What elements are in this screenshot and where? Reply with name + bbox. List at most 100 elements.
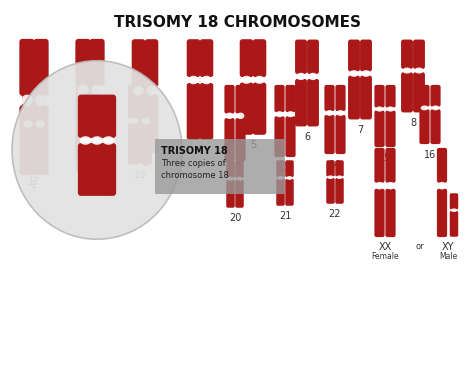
Ellipse shape	[327, 176, 334, 179]
Ellipse shape	[35, 94, 47, 106]
Text: 17: 17	[28, 177, 40, 187]
Ellipse shape	[91, 84, 103, 95]
FancyBboxPatch shape	[419, 109, 429, 144]
Ellipse shape	[375, 106, 383, 112]
FancyBboxPatch shape	[374, 189, 384, 237]
Ellipse shape	[402, 67, 411, 74]
Text: Male: Male	[439, 252, 457, 261]
FancyBboxPatch shape	[90, 39, 105, 86]
Ellipse shape	[91, 136, 103, 145]
Ellipse shape	[129, 118, 138, 124]
Text: 12: 12	[229, 167, 241, 177]
Text: 15: 15	[379, 153, 391, 163]
FancyBboxPatch shape	[430, 85, 441, 107]
Text: 21: 21	[279, 211, 291, 221]
Text: 13: 13	[279, 163, 291, 173]
Ellipse shape	[133, 86, 144, 96]
Text: 7: 7	[357, 125, 363, 135]
FancyBboxPatch shape	[385, 189, 396, 237]
FancyBboxPatch shape	[285, 116, 296, 157]
Text: XY: XY	[442, 242, 454, 252]
Text: 20: 20	[229, 213, 241, 223]
FancyBboxPatch shape	[88, 84, 100, 121]
Ellipse shape	[227, 177, 234, 181]
FancyBboxPatch shape	[335, 178, 344, 204]
Ellipse shape	[349, 70, 358, 77]
FancyBboxPatch shape	[274, 116, 284, 157]
FancyBboxPatch shape	[140, 84, 152, 119]
Text: 4: 4	[197, 145, 203, 155]
FancyBboxPatch shape	[76, 84, 88, 121]
Ellipse shape	[77, 120, 87, 128]
FancyBboxPatch shape	[22, 126, 34, 171]
FancyBboxPatch shape	[128, 123, 140, 164]
Ellipse shape	[226, 113, 233, 119]
FancyBboxPatch shape	[430, 109, 441, 144]
FancyBboxPatch shape	[295, 39, 307, 74]
Text: 14: 14	[329, 160, 341, 170]
Ellipse shape	[309, 73, 318, 80]
Ellipse shape	[287, 111, 294, 117]
FancyBboxPatch shape	[360, 39, 372, 71]
Ellipse shape	[237, 113, 245, 119]
Text: TRISOMY 18 CHROMOSOMES: TRISOMY 18 CHROMOSOMES	[113, 15, 361, 30]
FancyBboxPatch shape	[78, 143, 93, 196]
FancyBboxPatch shape	[450, 211, 458, 237]
Ellipse shape	[275, 111, 283, 117]
FancyBboxPatch shape	[34, 84, 46, 121]
Text: 1: 1	[31, 180, 37, 190]
FancyBboxPatch shape	[335, 160, 344, 177]
Ellipse shape	[201, 76, 212, 84]
Text: 3: 3	[142, 158, 148, 168]
FancyBboxPatch shape	[240, 83, 253, 135]
FancyBboxPatch shape	[224, 118, 235, 161]
FancyBboxPatch shape	[285, 160, 294, 177]
Ellipse shape	[36, 120, 45, 128]
FancyBboxPatch shape	[336, 85, 346, 111]
Ellipse shape	[23, 120, 33, 128]
Text: Female: Female	[371, 252, 399, 261]
Ellipse shape	[77, 84, 89, 95]
Ellipse shape	[141, 118, 151, 124]
FancyBboxPatch shape	[88, 126, 100, 171]
FancyBboxPatch shape	[33, 105, 49, 175]
Ellipse shape	[326, 110, 333, 116]
FancyBboxPatch shape	[437, 189, 447, 237]
Ellipse shape	[432, 105, 439, 110]
FancyBboxPatch shape	[235, 180, 244, 208]
FancyBboxPatch shape	[224, 85, 235, 113]
FancyBboxPatch shape	[374, 110, 384, 147]
Ellipse shape	[188, 76, 199, 84]
FancyBboxPatch shape	[401, 72, 413, 112]
FancyBboxPatch shape	[253, 39, 266, 77]
FancyBboxPatch shape	[374, 85, 384, 108]
Ellipse shape	[286, 176, 293, 180]
Ellipse shape	[277, 176, 284, 180]
FancyBboxPatch shape	[413, 39, 425, 69]
Text: TRISOMY 18: TRISOMY 18	[161, 146, 228, 156]
FancyBboxPatch shape	[101, 143, 116, 196]
Text: or: or	[416, 242, 424, 251]
Text: 8: 8	[410, 118, 416, 128]
FancyBboxPatch shape	[235, 160, 244, 178]
Ellipse shape	[375, 182, 383, 189]
FancyBboxPatch shape	[145, 39, 158, 87]
FancyBboxPatch shape	[90, 94, 105, 165]
Ellipse shape	[420, 105, 428, 110]
FancyBboxPatch shape	[132, 94, 146, 153]
FancyBboxPatch shape	[78, 94, 93, 138]
FancyBboxPatch shape	[385, 148, 396, 183]
FancyBboxPatch shape	[19, 105, 35, 175]
Text: 6: 6	[304, 132, 310, 142]
FancyBboxPatch shape	[253, 83, 266, 135]
FancyBboxPatch shape	[360, 76, 372, 119]
FancyBboxPatch shape	[90, 143, 105, 196]
FancyBboxPatch shape	[437, 148, 447, 183]
Text: Three copies of
chromosome 18: Three copies of chromosome 18	[161, 159, 229, 180]
FancyBboxPatch shape	[140, 123, 152, 164]
Text: 18: 18	[82, 177, 94, 187]
FancyBboxPatch shape	[200, 39, 213, 77]
Ellipse shape	[80, 136, 91, 145]
Text: XX: XX	[378, 242, 392, 252]
FancyBboxPatch shape	[276, 179, 285, 206]
